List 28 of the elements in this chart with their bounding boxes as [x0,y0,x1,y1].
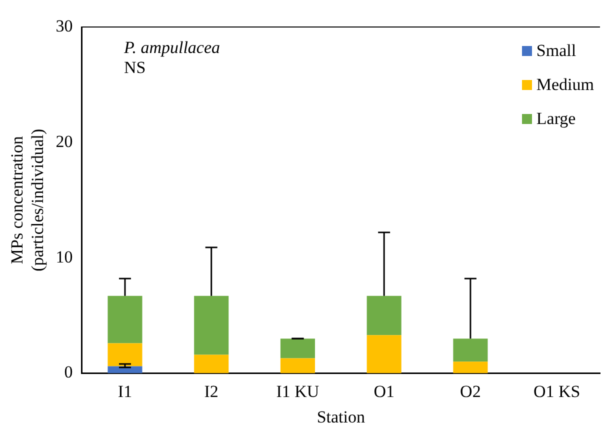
y-axis-title: MPs concentration (particles/individual) [8,128,48,272]
x-tick-label: I2 [204,382,218,401]
legend-label: Medium [536,75,594,95]
bar [108,343,142,366]
y-tick-label: 10 [56,247,73,266]
x-axis-title: Station [316,407,366,426]
bar [194,354,229,374]
bar [108,296,142,344]
bar [366,335,402,374]
legend-label: Large [536,109,576,129]
y-tick-label: 20 [56,132,73,151]
y-tick-label: 0 [64,362,73,382]
bar [366,296,402,336]
x-tick-label: I1 [118,382,132,401]
legend-label: Small [536,41,576,61]
x-tick-label: O2 [460,382,481,401]
annotation: P. ampullacea [124,38,220,58]
bar [280,338,315,358]
x-tick-label: I1 KU [276,382,320,401]
bar [108,366,142,374]
bar [194,296,229,355]
x-tick-label: O1 KS [533,382,580,401]
x-tick-label: O1 [374,382,394,401]
bar [453,338,488,362]
y-tick-label: 30 [56,16,73,36]
bar [280,358,315,374]
annotation: NS [124,58,147,78]
bar [453,362,488,374]
